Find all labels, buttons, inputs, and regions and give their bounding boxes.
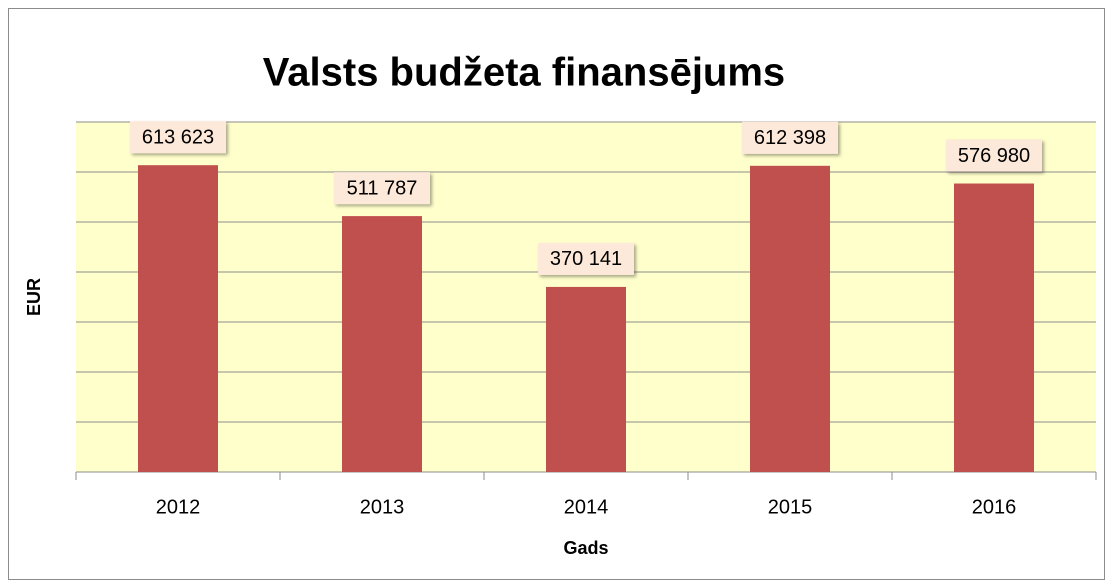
data-label: 613 623	[142, 126, 214, 148]
y-axis-title: EUR	[24, 278, 44, 316]
x-tick-label: 2015	[768, 496, 813, 518]
data-label: 370 141	[550, 248, 622, 270]
data-label: 612 398	[754, 127, 826, 149]
chart-title: Valsts budžeta finansējums	[263, 51, 785, 95]
data-label-box	[742, 121, 838, 154]
data-label: 576 980	[958, 145, 1030, 167]
x-axis-title: Gads	[563, 538, 608, 558]
bar	[954, 183, 1034, 472]
data-label: 511 787	[347, 177, 418, 199]
data-label-box	[946, 139, 1042, 172]
bar	[138, 165, 218, 472]
x-tick-label: 2014	[564, 496, 609, 518]
x-tick-label: 2013	[360, 496, 405, 518]
x-tick-label: 2016	[972, 496, 1017, 518]
bar	[750, 165, 830, 472]
bar	[546, 286, 626, 472]
x-tick-label: 2012	[156, 496, 201, 518]
data-label-box	[130, 121, 226, 154]
data-label-box	[334, 172, 430, 205]
data-label-box	[538, 242, 634, 275]
bar	[342, 216, 422, 472]
